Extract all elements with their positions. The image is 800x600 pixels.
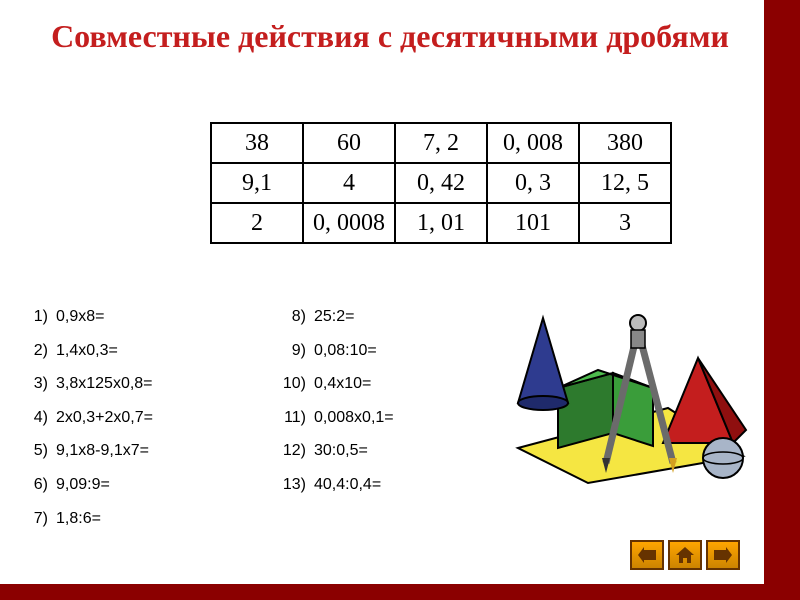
answer-table: 38 60 7, 2 0, 008 380 9,1 4 0, 42 0, 3 1… (210, 122, 672, 244)
item-text: 0,4х10= (314, 367, 371, 401)
list-item: 1)0,9х8= (22, 300, 153, 334)
item-text: 0,08:10= (314, 334, 377, 368)
item-text: 40,4:0,4= (314, 468, 381, 502)
list-item: 6)9,09:9= (22, 468, 153, 502)
item-number: 9) (280, 334, 314, 368)
list-item: 9)0,08:10= (280, 334, 394, 368)
item-text: 9,09:9= (56, 468, 110, 502)
item-text: 0,9х8= (56, 300, 104, 334)
geometry-illustration (498, 288, 758, 488)
list-item: 12)30:0,5= (280, 434, 394, 468)
item-text: 2х0,3+2х0,7= (56, 401, 153, 435)
item-number: 13) (280, 468, 314, 502)
table-row: 9,1 4 0, 42 0, 3 12, 5 (211, 163, 671, 203)
problems-list-right: 8)25:2= 9)0,08:10= 10)0,4х10= 11)0,008х0… (280, 300, 394, 502)
list-item: 10)0,4х10= (280, 367, 394, 401)
item-number: 8) (280, 300, 314, 334)
home-button[interactable] (668, 540, 702, 570)
item-text: 25:2= (314, 300, 354, 334)
item-text: 1,8:6= (56, 502, 101, 536)
next-button[interactable] (706, 540, 740, 570)
item-number: 6) (22, 468, 56, 502)
list-item: 7)1,8:6= (22, 502, 153, 536)
table-cell: 0, 3 (487, 163, 579, 203)
list-item: 13)40,4:0,4= (280, 468, 394, 502)
item-number: 10) (280, 367, 314, 401)
table-cell: 12, 5 (579, 163, 671, 203)
table-row: 2 0, 0008 1, 01 101 3 (211, 203, 671, 243)
table-cell: 2 (211, 203, 303, 243)
table-row: 38 60 7, 2 0, 008 380 (211, 123, 671, 163)
slide-border-right (764, 0, 800, 600)
item-text: 3,8х125х0,8= (56, 367, 153, 401)
table-cell: 9,1 (211, 163, 303, 203)
table-cell: 0, 0008 (303, 203, 395, 243)
table-cell: 4 (303, 163, 395, 203)
table-cell: 101 (487, 203, 579, 243)
list-item: 8)25:2= (280, 300, 394, 334)
problems-list-left: 1)0,9х8= 2)1,4х0,3= 3)3,8х125х0,8= 4)2х0… (22, 300, 153, 535)
item-number: 7) (22, 502, 56, 536)
item-text: 0,008х0,1= (314, 401, 394, 435)
item-text: 30:0,5= (314, 434, 368, 468)
arrow-left-icon (638, 547, 656, 563)
table-cell: 1, 01 (395, 203, 487, 243)
slide-border-bottom (0, 584, 800, 600)
item-number: 4) (22, 401, 56, 435)
table-cell: 38 (211, 123, 303, 163)
item-number: 1) (22, 300, 56, 334)
item-text: 1,4х0,3= (56, 334, 118, 368)
prev-button[interactable] (630, 540, 664, 570)
table-cell: 380 (579, 123, 671, 163)
list-item: 5)9,1х8-9,1х7= (22, 434, 153, 468)
item-number: 11) (280, 401, 314, 435)
arrow-right-icon (714, 547, 732, 563)
page-title: Совместные действия с десятичными дробям… (40, 18, 740, 55)
item-number: 2) (22, 334, 56, 368)
item-text: 9,1х8-9,1х7= (56, 434, 149, 468)
table-cell: 60 (303, 123, 395, 163)
table-cell: 7, 2 (395, 123, 487, 163)
table-cell: 0, 008 (487, 123, 579, 163)
item-number: 5) (22, 434, 56, 468)
item-number: 12) (280, 434, 314, 468)
list-item: 3)3,8х125х0,8= (22, 367, 153, 401)
item-number: 3) (22, 367, 56, 401)
table-cell: 3 (579, 203, 671, 243)
home-icon (676, 547, 694, 563)
list-item: 11)0,008х0,1= (280, 401, 394, 435)
nav-buttons (630, 540, 740, 570)
list-item: 2)1,4х0,3= (22, 334, 153, 368)
list-item: 4)2х0,3+2х0,7= (22, 401, 153, 435)
table-cell: 0, 42 (395, 163, 487, 203)
